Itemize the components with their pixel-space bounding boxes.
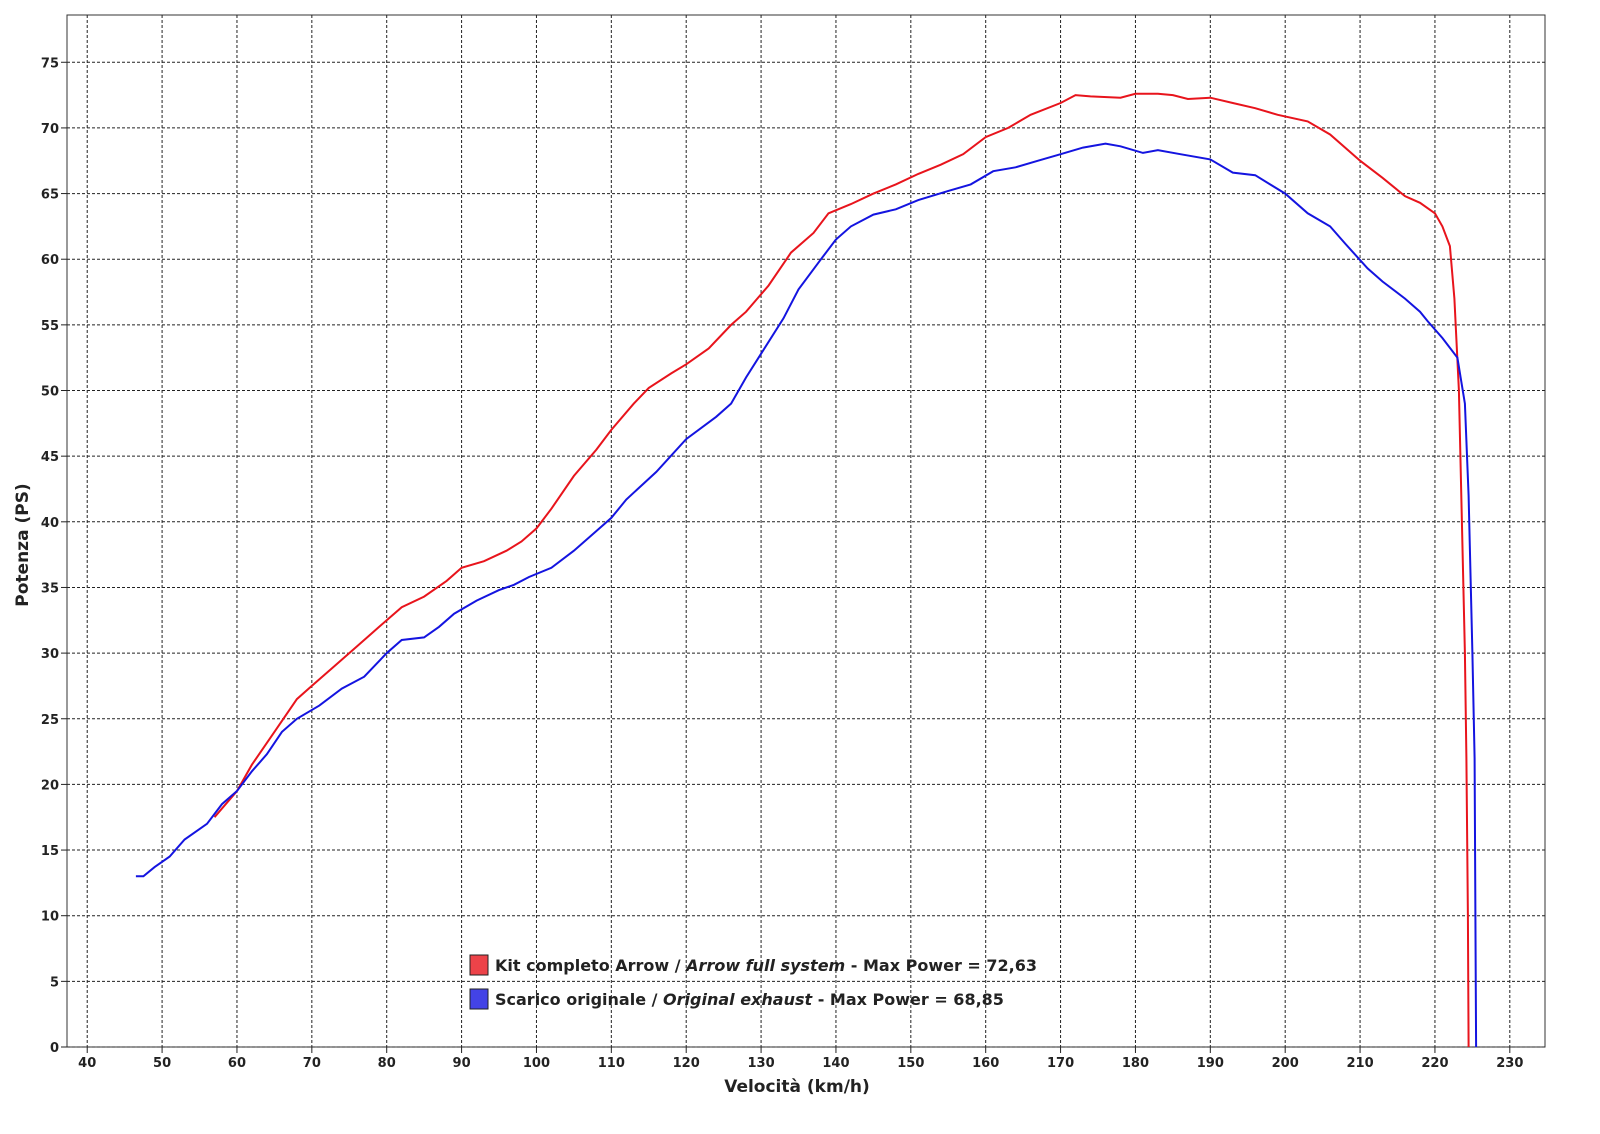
y-tick-label: 10	[41, 910, 59, 925]
y-tick-label: 15	[41, 844, 59, 859]
series-line	[135, 142, 1478, 1048]
x-tick-label: 190	[1197, 1056, 1224, 1071]
legend-label: Kit completo Arrow / Arrow full system -…	[495, 956, 1037, 975]
x-tick-label: 120	[673, 1056, 700, 1071]
x-tick-label: 130	[748, 1056, 775, 1071]
x-tick-label: 200	[1272, 1056, 1299, 1071]
y-tick-label: 55	[41, 319, 59, 334]
legend-swatch	[469, 954, 489, 976]
y-tick-label: 50	[41, 385, 59, 400]
y-tick-label: 40	[41, 516, 59, 531]
x-tick-label: 60	[228, 1056, 246, 1071]
y-tick-label: 0	[50, 1041, 59, 1056]
y-tick-label: 45	[41, 450, 59, 465]
x-tick-label: 100	[523, 1056, 550, 1071]
x-tick-label: 220	[1421, 1056, 1448, 1071]
y-tick-label: 75	[41, 56, 59, 71]
x-axis-label: Velocità (km/h)	[724, 1077, 870, 1097]
y-tick-label: 25	[41, 713, 59, 728]
y-tick-label: 30	[41, 647, 59, 662]
y-tick-label: 20	[41, 778, 59, 793]
legend-label: Scarico originale / Original exhaust - M…	[495, 990, 1004, 1009]
y-tick-label: 5	[50, 975, 59, 990]
x-tick-label: 70	[303, 1056, 321, 1071]
x-tick-label: 230	[1496, 1056, 1523, 1071]
x-tick-label: 90	[453, 1056, 471, 1071]
x-tick-label: 110	[598, 1056, 625, 1071]
y-tick-label: 70	[41, 122, 59, 137]
y-axis-label: Potenza (PS)	[13, 483, 33, 606]
x-tick-label: 50	[153, 1056, 171, 1071]
legend-swatch	[469, 988, 489, 1010]
y-tick-label: 35	[41, 581, 59, 596]
plot-area	[66, 14, 1546, 1048]
x-tick-label: 140	[822, 1056, 849, 1071]
y-tick-label: 65	[41, 188, 59, 203]
x-tick-label: 40	[78, 1056, 96, 1071]
x-tick-label: 170	[1047, 1056, 1074, 1071]
x-tick-label: 180	[1122, 1056, 1149, 1071]
series-line	[213, 92, 1470, 1048]
y-tick-label: 60	[41, 253, 59, 268]
x-tick-label: 150	[897, 1056, 924, 1071]
x-tick-label: 210	[1346, 1056, 1373, 1071]
x-tick-label: 160	[972, 1056, 999, 1071]
x-tick-label: 80	[378, 1056, 396, 1071]
